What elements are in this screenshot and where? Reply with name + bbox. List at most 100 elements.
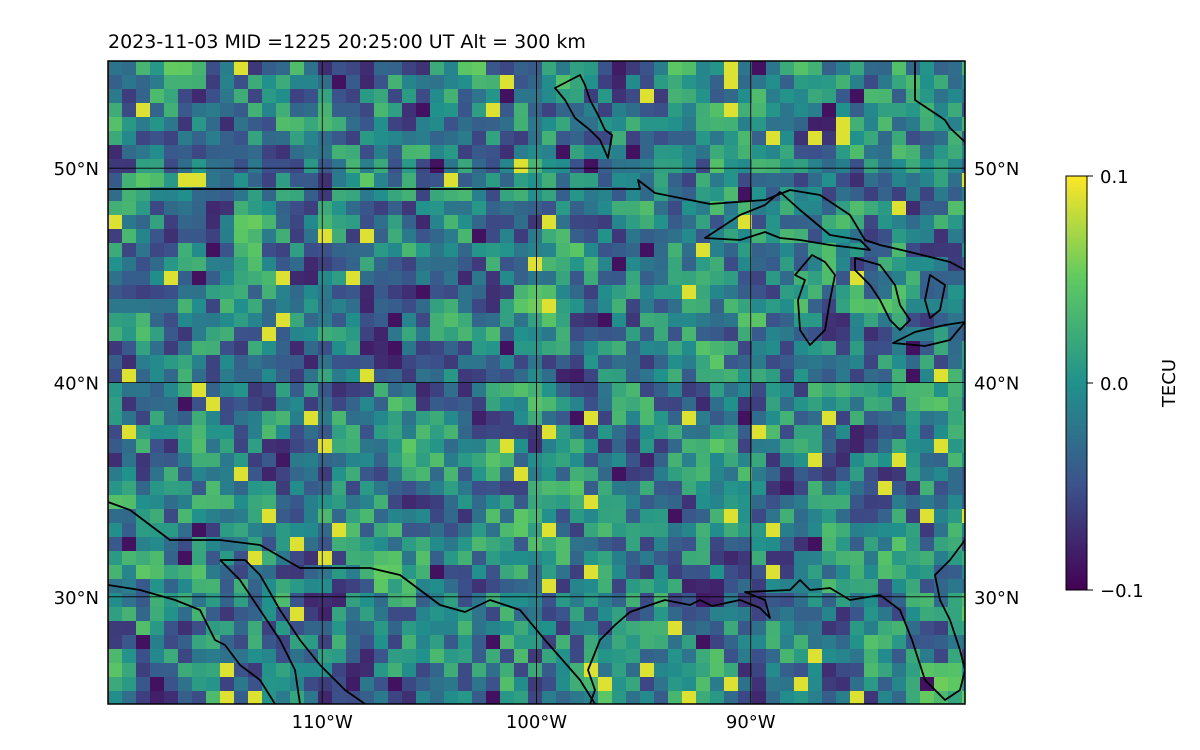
tec-cell: [220, 397, 235, 412]
tec-cell: [934, 397, 949, 412]
tec-cell: [122, 187, 137, 202]
tec-cell: [514, 649, 529, 664]
tec-cell: [906, 495, 921, 510]
tec-cell: [570, 201, 585, 216]
tec-cell: [584, 117, 599, 132]
tec-cell: [486, 89, 501, 104]
tec-cell: [444, 691, 459, 704]
lake-huron: [854, 257, 911, 331]
tec-cell: [108, 383, 123, 398]
tec-cell: [416, 257, 431, 272]
tec-cell: [164, 341, 179, 356]
tec-cell: [696, 131, 711, 146]
map-panel[interactable]: [107, 60, 977, 706]
tec-cell: [808, 677, 823, 692]
tec-cell: [332, 229, 347, 244]
tec-cell: [766, 621, 781, 636]
tec-cell: [150, 537, 165, 552]
tec-cell: [486, 383, 501, 398]
tec-cell: [192, 201, 207, 216]
lat-tick-label: 50°N: [54, 159, 99, 180]
tec-cell: [388, 537, 403, 552]
tec-cell: [682, 453, 697, 468]
tec-cell: [822, 327, 837, 342]
tec-cell: [220, 355, 235, 370]
tec-cell: [850, 117, 865, 132]
tec-cell: [318, 103, 333, 118]
tec-cell: [150, 663, 165, 678]
tec-cell: [682, 411, 697, 426]
tec-cell: [416, 89, 431, 104]
tec-cell: [682, 75, 697, 90]
tec-cell: [388, 313, 403, 328]
tec-cell: [472, 537, 487, 552]
tec-cell: [150, 607, 165, 622]
tec-cell: [150, 243, 165, 258]
tec-cell: [304, 271, 319, 286]
tec-cell: [318, 215, 333, 230]
tec-cell: [864, 103, 879, 118]
tec-cell: [822, 285, 837, 300]
tec-cell: [206, 425, 221, 440]
tec-cell: [262, 229, 277, 244]
tec-cell: [304, 313, 319, 328]
tec-cell: [416, 187, 431, 202]
tec-cell: [388, 635, 403, 650]
tec-cell: [892, 425, 907, 440]
tec-cell: [598, 327, 613, 342]
tec-cell: [878, 103, 893, 118]
tec-cell: [514, 635, 529, 650]
tec-cell: [570, 649, 585, 664]
tec-cell: [150, 299, 165, 314]
tec-cell: [402, 159, 417, 174]
tec-cell: [654, 89, 669, 104]
tec-cell: [752, 145, 767, 160]
tec-cell: [388, 691, 403, 704]
tec-cell: [374, 229, 389, 244]
tec-cell: [234, 215, 249, 230]
tec-cell: [906, 327, 921, 342]
tec-cell: [934, 187, 949, 202]
tec-cell: [206, 103, 221, 118]
tec-cell: [234, 383, 249, 398]
tec-cell: [612, 215, 627, 230]
tec-cell: [584, 523, 599, 538]
tec-cell: [948, 61, 963, 76]
tec-cell: [514, 607, 529, 622]
tec-cell: [402, 691, 417, 704]
tec-cell: [542, 355, 557, 370]
tec-cell: [360, 215, 375, 230]
tec-cell: [290, 89, 305, 104]
tec-cell: [724, 397, 739, 412]
tec-cell: [332, 187, 347, 202]
tec-cell: [654, 131, 669, 146]
tec-cell: [458, 89, 473, 104]
tec-cell: [612, 439, 627, 454]
tec-cell: [136, 257, 151, 272]
tec-cell: [234, 495, 249, 510]
tec-cell: [234, 103, 249, 118]
tec-cell: [206, 355, 221, 370]
tec-cell: [388, 369, 403, 384]
tec-cell: [836, 257, 851, 272]
tec-cell: [598, 61, 613, 76]
tec-cell: [962, 285, 965, 300]
tec-cell: [906, 75, 921, 90]
tec-cell: [906, 663, 921, 678]
tec-cell: [948, 565, 963, 580]
tec-cell: [920, 649, 935, 664]
tec-cell: [710, 75, 725, 90]
tec-cell: [374, 425, 389, 440]
tec-cell: [598, 621, 613, 636]
tec-cell: [584, 159, 599, 174]
tec-cell: [948, 523, 963, 538]
tec-cell: [150, 89, 165, 104]
tec-cell: [178, 397, 193, 412]
tec-cell: [934, 285, 949, 300]
tec-cell: [752, 383, 767, 398]
tec-cell: [948, 103, 963, 118]
tec-cell: [906, 579, 921, 594]
tec-cell: [290, 425, 305, 440]
tec-cell: [108, 565, 123, 580]
tec-cell: [304, 257, 319, 272]
